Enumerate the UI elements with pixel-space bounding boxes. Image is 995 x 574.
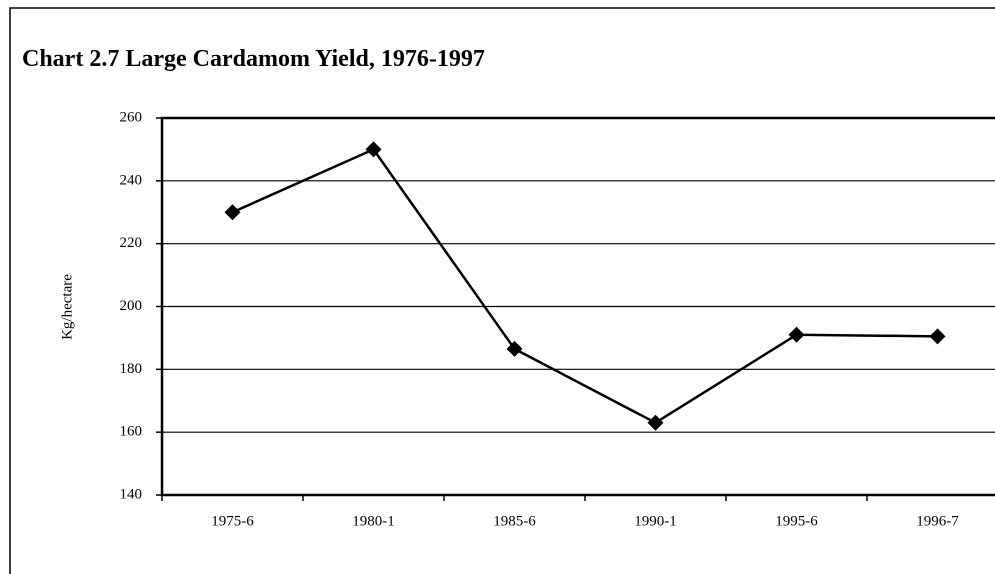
y-tick-label: 200 [120, 298, 143, 314]
y-tick-label: 140 [120, 486, 143, 502]
y-axis-label: Kg/hectare [59, 274, 75, 340]
y-tick-label: 240 [120, 172, 143, 188]
marker [365, 141, 382, 158]
x-tick-label: 1995-6 [775, 513, 818, 529]
marker [506, 340, 523, 357]
marker [224, 204, 241, 221]
chart-title: Chart 2.7 Large Cardamom Yield, 1976-199… [22, 46, 485, 72]
y-tick-label: 220 [120, 235, 143, 251]
x-tick-label: 1996-7 [916, 513, 959, 529]
x-tick-label: 1985-6 [493, 513, 536, 529]
frame [9, 7, 995, 574]
marker [929, 328, 946, 345]
y-tick-label: 180 [120, 361, 143, 377]
y-tick-label: 160 [120, 424, 143, 440]
x-tick-label: 1975-6 [211, 513, 254, 529]
x-tick-label: 1980-1 [352, 513, 395, 529]
marker [647, 414, 664, 431]
line [231, 147, 938, 425]
x-tick-label: 1990-1 [634, 513, 677, 529]
marker [788, 326, 805, 343]
y-tick-label: 260 [120, 109, 143, 125]
